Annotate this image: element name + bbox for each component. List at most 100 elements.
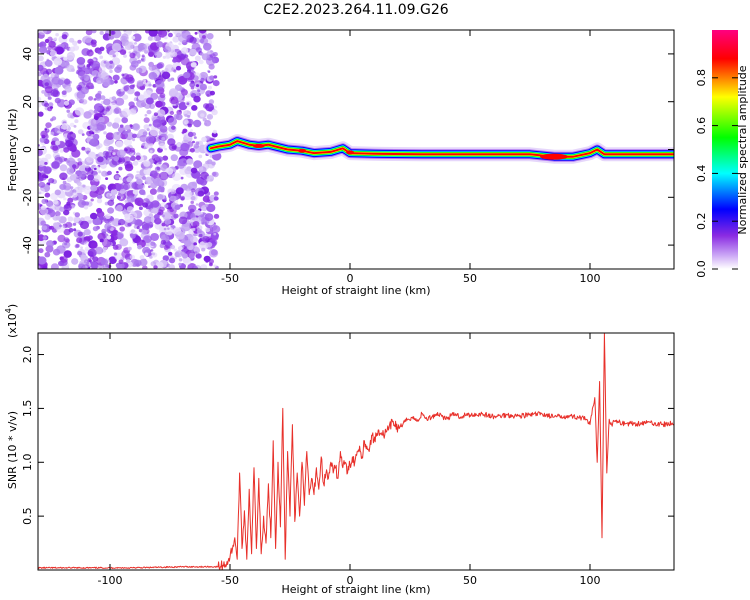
noise-blob [47,36,53,42]
noise-blob [176,109,182,115]
snr-ytick-label: 0.5 [21,507,34,525]
noise-blob [213,232,217,236]
noise-blob [210,50,213,53]
noise-blob [44,214,51,220]
noise-blob [137,244,143,250]
noise-blob [110,188,118,195]
noise-blob [159,243,165,249]
colorbar-tick-label: 0.4 [695,165,708,183]
noise-blob [183,110,188,114]
noise-blob [141,229,148,235]
noise-blob [77,158,82,162]
noise-blob [181,131,185,134]
noise-blob [68,228,74,233]
noise-blob [88,118,97,126]
colorbar-tick-label: 0.6 [695,117,708,135]
noise-blob [205,160,210,165]
noise-blob [119,226,125,232]
noise-blob [212,80,220,87]
noise-blob [38,248,44,254]
noise-blob [211,225,221,234]
noise-blob [136,226,140,230]
noise-blob [117,231,121,235]
noise-blob [169,96,179,105]
noise-blob [134,91,141,97]
noise-blob [148,83,152,87]
noise-blob [60,126,64,129]
noise-blob [206,33,214,40]
noise-blob [158,161,162,165]
snr-frame [37,332,675,571]
noise-blob [61,90,67,95]
noise-blob [141,175,146,180]
spectrogram-xtick-label: -100 [98,272,123,285]
noise-blob [59,164,68,172]
noise-blob [209,75,215,81]
noise-blob [193,119,202,128]
noise-blob [197,140,204,146]
noise-blob [44,59,53,67]
noise-blob [189,36,197,44]
noise-blob [79,170,87,178]
noise-blob [119,238,129,247]
noise-blob [71,192,78,198]
signal-line [209,140,674,158]
noise-blob [117,126,126,134]
noise-blob [131,36,136,40]
noise-blob [52,145,59,151]
noise-blob [103,139,108,144]
noise-blob [65,139,73,148]
noise-blob [148,123,152,127]
noise-blob [71,258,79,265]
noise-blob [132,33,142,42]
noise-blob [163,227,167,231]
noise-blob [81,133,85,136]
noise-blob [95,145,101,150]
snr-ytick-label: 2.0 [21,346,34,364]
noise-blob [38,79,44,87]
noise-blob [148,30,158,37]
noise-blob [50,140,56,146]
noise-blob [175,187,184,195]
noise-blob [180,142,190,152]
noise-blob [38,55,44,62]
noise-blob [167,227,170,230]
noise-blob [97,232,106,241]
noise-blob [188,252,196,259]
noise-blob [90,184,98,192]
noise-blob [196,228,203,235]
noise-blob [44,192,51,198]
colorbar-tick-label: 0.8 [695,69,708,87]
noise-blob [44,86,53,94]
snr-ytick-label: 1.0 [21,454,34,472]
snr-scale-exp: 4 [4,308,13,313]
noise-blob [167,32,173,38]
noise-blob [134,42,138,45]
noise-blob [162,55,167,59]
noise-blob [39,137,46,143]
noise-blob [121,250,130,258]
noise-blob [134,197,144,206]
noise-blob [90,212,98,220]
noise-blob [116,171,119,174]
noise-blob [118,91,122,95]
noise-blob [200,113,205,118]
noise-blob [70,192,74,195]
noise-blob [38,96,42,102]
noise-blob [103,131,107,135]
snr-xtick-label: 0 [347,574,354,587]
noise-blob [98,116,105,123]
noise-blob [99,238,104,243]
colorbar-gradient [712,30,738,269]
noise-blob [129,147,135,153]
noise-blob [149,188,157,195]
noise-blob [95,154,99,157]
noise-blob [63,78,71,85]
noise-blob [189,48,197,56]
noise-blob [158,143,166,150]
noise-blob [168,88,179,97]
noise-blob [100,258,109,266]
noise-blob [63,56,68,61]
noise-blob [78,263,86,269]
noise-blob [198,233,203,238]
